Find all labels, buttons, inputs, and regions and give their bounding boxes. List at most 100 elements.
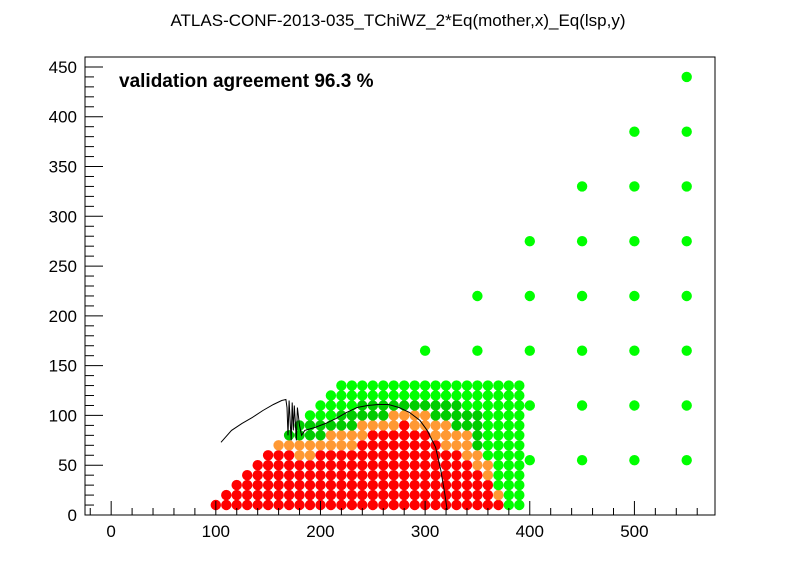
x-tick-label: 400 [516,522,544,541]
data-point [430,420,441,431]
data-point [524,345,535,356]
data-point [440,420,452,431]
data-point [399,470,410,481]
data-point [472,390,483,401]
data-point [231,499,242,511]
data-point [346,479,358,491]
data-point [388,430,399,441]
x-axis: 0 100 200 300 400 500 [89,501,698,541]
data-point [409,450,420,461]
data-point [336,489,347,501]
data-point [472,470,483,481]
data-point [576,400,588,411]
data-point [503,460,514,471]
y-tick-label: 300 [49,207,77,226]
data-point [336,420,347,431]
data-point [378,440,389,451]
data-point [451,499,462,511]
data-point [482,450,494,461]
data-point [357,489,368,501]
data-point [399,410,410,421]
data-point [242,479,253,491]
data-point [283,460,295,471]
data-point [461,400,473,411]
data-point [262,460,274,471]
data-point [336,499,347,511]
data-point [262,499,274,511]
data-point [430,479,441,491]
data-point [419,400,431,411]
data-point [409,470,420,481]
y-tick-label: 200 [49,307,77,326]
data-point [325,420,337,431]
data-point [294,489,305,501]
y-tick-label: 100 [49,406,77,425]
x-tick-label: 200 [306,522,334,541]
data-point [367,380,378,391]
data-point [681,290,692,302]
y-tick-label: 400 [49,108,77,127]
data-point [451,420,462,431]
data-point [399,440,410,451]
validation-annotation: validation agreement 96.3 % [119,71,374,92]
data-point [315,479,326,491]
data-point [231,479,242,491]
data-point [461,440,473,451]
data-point [409,430,420,441]
data-point [304,499,316,511]
data-point [388,390,399,401]
data-point [524,455,535,466]
data-point [399,460,410,471]
data-point [325,479,337,491]
data-point [346,430,358,441]
data-point [493,390,504,401]
data-point [367,470,378,481]
data-point [262,479,274,491]
data-point [503,380,514,391]
data-point [357,390,368,401]
data-point [273,499,284,511]
data-point [461,420,473,431]
data-point [388,410,399,421]
data-point [388,479,399,491]
data-point [367,499,378,511]
data-point [409,440,420,451]
data-point [472,345,483,356]
data-point [430,450,441,461]
data-point [315,400,326,411]
data-point [472,489,483,501]
data-point [472,450,483,461]
data-point [461,499,473,511]
data-point [503,440,514,451]
data-point [419,420,431,431]
data-point [346,380,358,391]
data-point [357,400,368,411]
data-point [242,470,253,481]
data-point [388,499,399,511]
data-point [262,450,274,461]
data-point [315,440,326,451]
data-point [273,489,284,501]
data-point [304,440,316,451]
data-point [283,499,295,511]
data-point [629,181,640,192]
data-point [357,430,368,441]
data-point [451,460,462,471]
data-point [493,420,504,431]
data-point [336,390,347,401]
data-point [514,479,525,491]
data-point [294,440,305,451]
data-point [451,479,462,491]
y-tick-label: 350 [49,158,77,177]
data-point [367,479,378,491]
data-point [629,400,640,411]
data-point [283,489,295,501]
data-point [346,450,358,461]
data-point [388,489,399,501]
data-point [304,410,316,421]
data-point [378,479,389,491]
data-point [399,430,410,441]
data-point [273,450,284,461]
data-point [576,455,588,466]
data-point [409,479,420,491]
